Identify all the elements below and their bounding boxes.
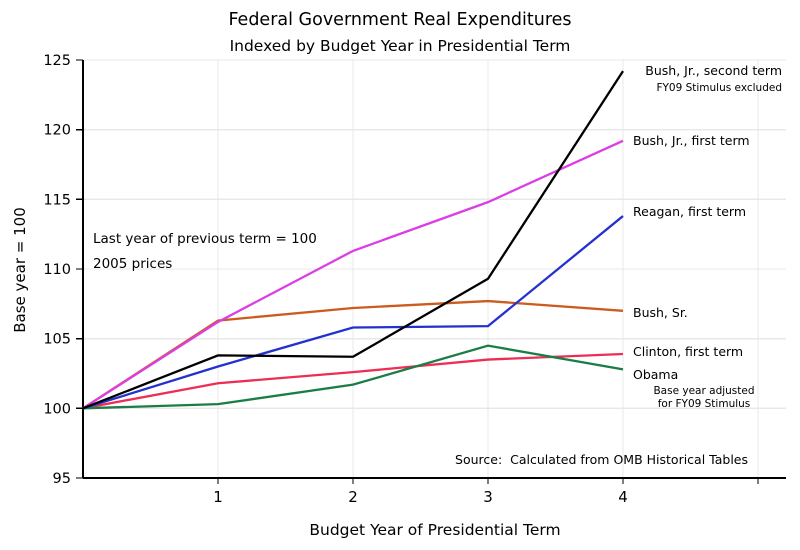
y-tick-label-95: 95 bbox=[53, 471, 71, 487]
x-tick-label-3: 3 bbox=[483, 488, 493, 506]
y-tick-label-115: 115 bbox=[43, 192, 71, 208]
series-note-obama: Base year adjusted for FY09 Stimulus bbox=[653, 385, 755, 410]
line-obama bbox=[82, 344, 624, 410]
chart-subtitle: Indexed by Budget Year in Presidential T… bbox=[229, 37, 571, 55]
y-tick-label-110: 110 bbox=[43, 262, 71, 278]
y-axis-title: Base year = 100 bbox=[11, 207, 29, 333]
x-axis-title: Budget Year of Presidential Term bbox=[309, 521, 561, 539]
x-tick-label-2: 2 bbox=[348, 488, 358, 506]
line-bush-jr-second-term bbox=[82, 70, 624, 410]
y-tick-label-125: 125 bbox=[43, 53, 71, 69]
annotation-line-1: Last year of previous term = 100 bbox=[93, 231, 317, 247]
y-tick-label-120: 120 bbox=[43, 123, 71, 139]
series-label-obama: Obama bbox=[633, 367, 679, 383]
line-bush-jr-first-term bbox=[82, 139, 624, 410]
line-clinton-first-term bbox=[82, 352, 624, 410]
series-label-bush-sr: Bush, Sr. bbox=[633, 304, 688, 320]
source-note: Source: Calculated from OMB Historical T… bbox=[455, 452, 748, 467]
series-label-bush-jr-first-term: Bush, Jr., first term bbox=[633, 132, 750, 148]
series-label-reagan-first-term: Reagan, first term bbox=[633, 204, 747, 220]
y-tick-label-105: 105 bbox=[43, 332, 71, 348]
line-reagan-first-term bbox=[82, 215, 624, 410]
series-label-bush-jr-second-term: Bush, Jr., second term bbox=[645, 63, 782, 79]
x-tick-label-1: 1 bbox=[213, 488, 223, 506]
series-note-bush-jr-second-term: FY09 Stimulus excluded bbox=[656, 82, 782, 94]
x-tick-label-4: 4 bbox=[618, 488, 628, 506]
series-label-clinton-first-term: Clinton, first term bbox=[633, 343, 744, 359]
y-tick-label-100: 100 bbox=[43, 401, 71, 417]
annotation-line-2: 2005 prices bbox=[93, 256, 173, 272]
chart-title: Federal Government Real Expenditures bbox=[228, 10, 572, 30]
base-year-annotation: Last year of previous term = 100 2005 pri… bbox=[93, 227, 317, 277]
